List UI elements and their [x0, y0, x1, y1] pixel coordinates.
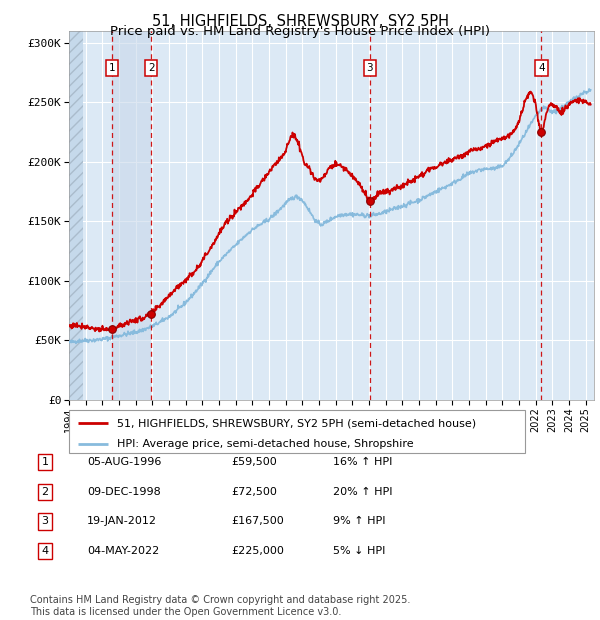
Text: Contains HM Land Registry data © Crown copyright and database right 2025.
This d: Contains HM Land Registry data © Crown c… — [30, 595, 410, 617]
Text: £59,500: £59,500 — [231, 457, 277, 467]
Text: 1: 1 — [41, 457, 49, 467]
Text: £225,000: £225,000 — [231, 546, 284, 556]
Text: 3: 3 — [367, 63, 373, 73]
Text: Price paid vs. HM Land Registry's House Price Index (HPI): Price paid vs. HM Land Registry's House … — [110, 25, 490, 38]
Text: 09-DEC-1998: 09-DEC-1998 — [87, 487, 161, 497]
Text: 4: 4 — [538, 63, 545, 73]
Text: 51, HIGHFIELDS, SHREWSBURY, SY2 5PH (semi-detached house): 51, HIGHFIELDS, SHREWSBURY, SY2 5PH (sem… — [117, 418, 476, 428]
Text: 2: 2 — [41, 487, 49, 497]
Text: 9% ↑ HPI: 9% ↑ HPI — [333, 516, 386, 526]
Text: 16% ↑ HPI: 16% ↑ HPI — [333, 457, 392, 467]
Text: 3: 3 — [41, 516, 49, 526]
Text: 20% ↑ HPI: 20% ↑ HPI — [333, 487, 392, 497]
Text: £167,500: £167,500 — [231, 516, 284, 526]
Bar — [112, 31, 151, 400]
Text: 4: 4 — [41, 546, 49, 556]
Text: 5% ↓ HPI: 5% ↓ HPI — [333, 546, 385, 556]
Text: 04-MAY-2022: 04-MAY-2022 — [87, 546, 159, 556]
Text: 2: 2 — [148, 63, 154, 73]
Text: £72,500: £72,500 — [231, 487, 277, 497]
Text: HPI: Average price, semi-detached house, Shropshire: HPI: Average price, semi-detached house,… — [117, 439, 413, 449]
Text: 1: 1 — [109, 63, 115, 73]
Text: 19-JAN-2012: 19-JAN-2012 — [87, 516, 157, 526]
Bar — [69, 31, 83, 400]
Text: 05-AUG-1996: 05-AUG-1996 — [87, 457, 161, 467]
Text: 51, HIGHFIELDS, SHREWSBURY, SY2 5PH: 51, HIGHFIELDS, SHREWSBURY, SY2 5PH — [151, 14, 449, 29]
